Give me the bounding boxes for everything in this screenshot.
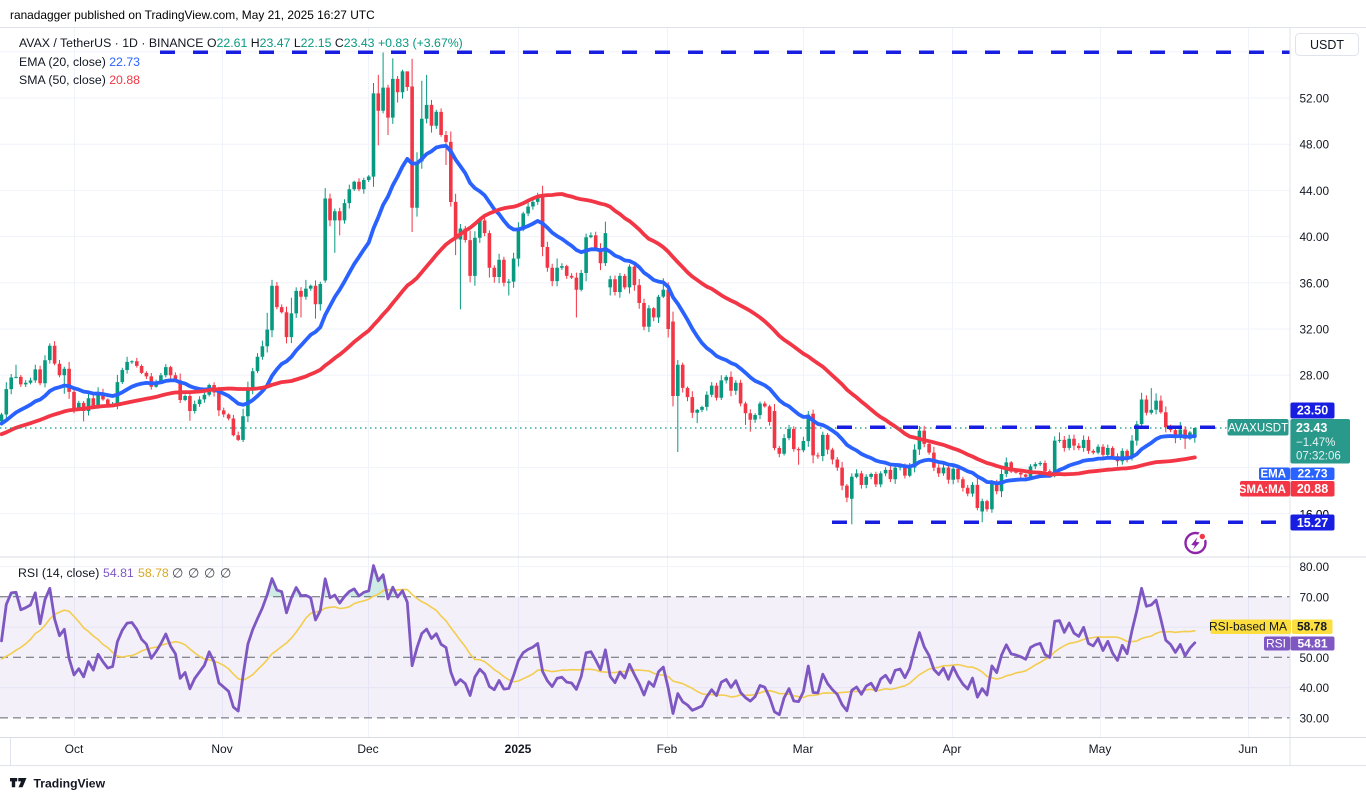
svg-text:70.00: 70.00 — [1300, 590, 1330, 604]
svg-text:40.00: 40.00 — [1300, 230, 1330, 244]
svg-text:EMA (20, close) 22.73: EMA (20, close) 22.73 — [19, 55, 140, 69]
svg-text:Feb: Feb — [657, 742, 678, 756]
svg-text:50.00: 50.00 — [1300, 651, 1330, 665]
svg-text:23.50: 23.50 — [1297, 404, 1328, 418]
svg-text:∅: ∅ — [172, 566, 184, 581]
svg-text:∅: ∅ — [204, 566, 216, 581]
svg-text:AVAXUSDT: AVAXUSDT — [1228, 423, 1288, 435]
svg-text:44.00: 44.00 — [1300, 184, 1330, 198]
svg-text:Jun: Jun — [1238, 742, 1257, 756]
svg-text:Mar: Mar — [793, 742, 814, 756]
svg-text:58.78: 58.78 — [138, 566, 169, 580]
svg-text:40.00: 40.00 — [1300, 681, 1330, 695]
svg-text:May: May — [1089, 742, 1112, 756]
svg-text:54.81: 54.81 — [1297, 637, 1327, 651]
svg-text:Oct: Oct — [65, 742, 84, 756]
svg-text:Apr: Apr — [943, 742, 962, 756]
svg-text:30.00: 30.00 — [1300, 711, 1330, 725]
svg-text:USDT: USDT — [1310, 38, 1344, 52]
svg-text:15.27: 15.27 — [1297, 516, 1328, 530]
svg-text:52.00: 52.00 — [1300, 92, 1330, 106]
svg-text:32.00: 32.00 — [1300, 323, 1330, 337]
svg-text:RSI-based MA: RSI-based MA — [1209, 620, 1287, 634]
svg-text:−1.47%: −1.47% — [1296, 437, 1335, 449]
svg-text:28.00: 28.00 — [1300, 369, 1330, 383]
svg-text:22.73: 22.73 — [1297, 467, 1327, 481]
svg-text:TradingView: TradingView — [34, 777, 106, 791]
svg-text:23.43: 23.43 — [1296, 421, 1327, 435]
svg-text:SMA:MA: SMA:MA — [1239, 484, 1286, 496]
svg-text:58.78: 58.78 — [1297, 620, 1327, 634]
svg-text:AVAX / TetherUS · 1D · BINANCE: AVAX / TetherUS · 1D · BINANCE O22.61 H2… — [19, 36, 463, 50]
svg-text:54.81: 54.81 — [103, 566, 134, 580]
svg-text:48.00: 48.00 — [1300, 138, 1330, 152]
svg-text:ranadagger published on Tradin: ranadagger published on TradingView.com,… — [10, 8, 375, 22]
svg-text:Nov: Nov — [211, 742, 232, 756]
svg-text:80.00: 80.00 — [1300, 560, 1330, 574]
svg-text:2025: 2025 — [505, 742, 532, 756]
svg-text:SMA (50, close) 20.88: SMA (50, close) 20.88 — [19, 73, 140, 87]
svg-text:∅: ∅ — [220, 566, 232, 581]
svg-text:∅: ∅ — [188, 566, 200, 581]
svg-text:36.00: 36.00 — [1300, 276, 1330, 290]
svg-text:RSI (14, close): RSI (14, close) — [18, 566, 99, 580]
svg-text:20.88: 20.88 — [1297, 482, 1328, 496]
svg-text:RSI: RSI — [1266, 637, 1286, 651]
svg-text:Dec: Dec — [357, 742, 378, 756]
svg-text:07:32:06: 07:32:06 — [1296, 451, 1341, 463]
svg-text:EMA: EMA — [1260, 469, 1286, 481]
